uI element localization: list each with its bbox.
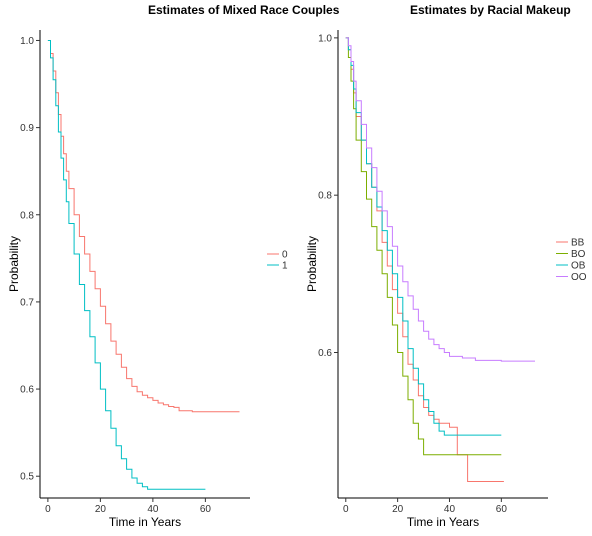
chart-1-y-tick-label: 0.8 [20,210,34,221]
chart-2-panel: Estimates by Racial Makeup 0.6 0.8 1.0 0 20 40… [305,3,587,529]
chart-2-series-line-oo [345,37,535,362]
chart-1-panel: Estimates of Mixed Race Couples 0.5 0.6 0.7… [7,3,340,529]
chart-1-series-line-0 [47,40,240,413]
chart-2-title: Estimates by Racial Makeup [410,3,571,17]
chart-2-y-tick-label: 0.8 [318,191,332,202]
chart-1-legend-label-1: 1 [282,261,288,272]
chart-2-x-axis-label: Time in Years [407,515,479,529]
chart-2-y-axis-label: Probability [305,236,319,292]
chart-2-series-line-bb [345,37,504,482]
chart-2-x-tick-label: 60 [496,504,508,515]
chart-2-series-line-ob [345,37,502,436]
chart-2-legend-label-bb: BB [571,238,585,249]
chart-1-y-tick-label: 1.0 [20,36,34,47]
chart-2-x-tick-label: 40 [444,504,456,515]
chart-1-legend-label-0: 0 [282,250,288,261]
chart-1-x-axis-label: Time in Years [109,515,181,529]
chart-1-y-axis-label: Probability [7,236,21,292]
chart-2-legend-label-ob: OB [571,261,586,272]
chart-1-x-tick-label: 20 [95,504,107,515]
chart-1-y-tick-label: 0.7 [20,297,34,308]
chart-1-title: Estimates of Mixed Race Couples [148,3,340,17]
chart-1-x-tick-label: 60 [200,504,212,515]
chart-2-legend-label-bo: BO [571,249,586,260]
chart-2-x-tick-label: 20 [392,504,404,515]
chart-2-legend-label-oo: OO [571,272,587,283]
chart-2-y-tick-label: 0.6 [318,348,332,359]
chart-1-y-tick-label: 0.6 [20,385,34,396]
chart-1-y-tick-label: 0.9 [20,123,34,134]
chart-1-y-tick-label: 0.5 [20,472,34,483]
chart-1-x-tick-label: 40 [147,504,159,515]
chart-1-series-line-1 [47,40,206,490]
chart-2-y-tick-label: 1.0 [318,33,332,44]
chart-1-x-tick-label: 0 [45,504,51,515]
chart-2-x-tick-label: 0 [343,504,349,515]
chart-2-series-line-bo [345,37,502,456]
